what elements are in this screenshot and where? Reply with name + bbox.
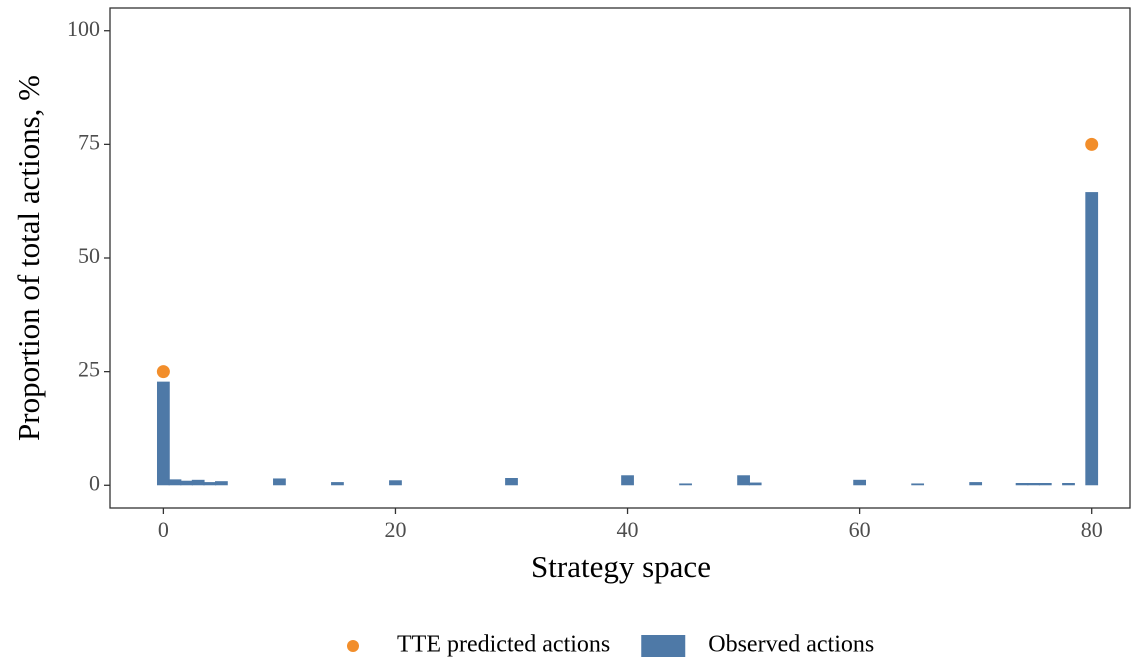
x-axis-title: Strategy space <box>531 549 711 584</box>
bar <box>737 475 750 486</box>
y-tick-label: 0 <box>89 470 100 495</box>
x-tick-label: 40 <box>617 517 639 542</box>
bar <box>180 480 193 486</box>
legend-marker <box>347 640 359 652</box>
x-tick-label: 0 <box>158 517 169 542</box>
bar <box>191 479 205 486</box>
legend-label: Observed actions <box>708 632 874 658</box>
bar <box>273 478 286 486</box>
bar <box>748 482 762 486</box>
bar <box>1085 192 1099 486</box>
bar <box>168 479 182 486</box>
bar <box>853 479 867 486</box>
point <box>1085 137 1099 151</box>
x-tick-label: 80 <box>1081 517 1103 542</box>
legend-label: TTE predicted actions <box>397 632 610 658</box>
bar <box>203 482 217 486</box>
bar <box>911 483 925 486</box>
bar <box>389 480 402 486</box>
y-axis-title: Proportion of total actions, % <box>11 75 46 441</box>
legend-marker <box>641 635 686 657</box>
bar <box>969 482 983 486</box>
bar <box>1038 483 1052 486</box>
bar <box>679 483 692 486</box>
y-tick-label: 100 <box>67 16 100 41</box>
y-tick-label: 50 <box>78 243 100 268</box>
bar <box>1062 483 1075 486</box>
x-tick-label: 20 <box>384 517 406 542</box>
y-tick-label: 25 <box>78 357 100 382</box>
y-tick-label: 75 <box>78 129 100 154</box>
bar <box>331 482 344 486</box>
bar <box>1015 483 1029 486</box>
bar <box>1027 483 1041 486</box>
panel-border <box>109 7 1131 509</box>
point <box>156 365 170 379</box>
x-tick-label: 60 <box>849 517 871 542</box>
bar <box>505 478 518 486</box>
bar <box>621 475 634 486</box>
bar <box>215 481 228 486</box>
bar <box>156 381 170 486</box>
